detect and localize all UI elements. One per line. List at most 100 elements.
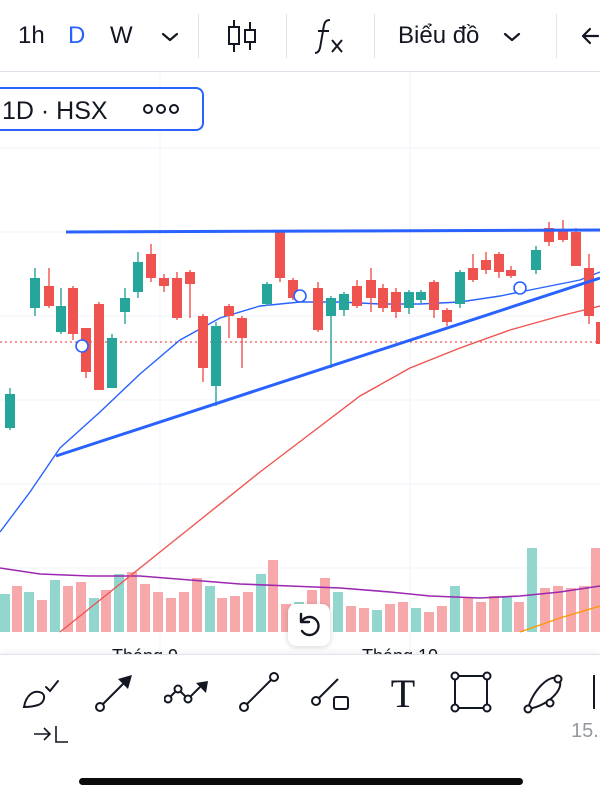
candle-body xyxy=(146,254,156,278)
volume-bar xyxy=(281,604,291,632)
volume-bar xyxy=(256,574,266,632)
arrow-tool[interactable] xyxy=(92,669,138,715)
candle-body xyxy=(133,262,143,292)
candle-body xyxy=(30,278,40,308)
candle-body xyxy=(120,298,130,312)
interval-w[interactable]: W xyxy=(110,22,133,49)
volume-bar xyxy=(50,580,60,632)
candle-body xyxy=(56,306,66,332)
ray-tool[interactable] xyxy=(308,669,354,715)
candles-icon[interactable] xyxy=(224,14,260,54)
candle-body xyxy=(416,292,426,300)
volume-bar xyxy=(192,578,202,632)
home-indicator xyxy=(79,778,523,785)
volume-bar xyxy=(463,598,473,632)
exit-arrow-icon[interactable] xyxy=(32,724,72,751)
volume-bar xyxy=(217,598,227,632)
bottom-area: 15.2 xyxy=(0,720,600,800)
reset-chart-button[interactable] xyxy=(288,604,330,646)
path-tool[interactable] xyxy=(163,669,210,715)
volume-bar xyxy=(540,588,550,632)
volume-bar xyxy=(502,596,512,632)
volume-bar xyxy=(114,574,124,632)
volume-bar xyxy=(566,588,576,632)
top-toolbar: 1h D W Biểu đồ xyxy=(0,0,600,72)
volume-bar xyxy=(489,596,499,632)
candle-body xyxy=(262,284,272,304)
volume-bar xyxy=(333,592,343,632)
volume-bar xyxy=(243,592,253,632)
rectangle-tool[interactable] xyxy=(448,669,494,715)
layout-button[interactable]: Biểu đồ xyxy=(398,16,479,56)
candle-body xyxy=(352,286,362,306)
volume-bar xyxy=(450,586,460,632)
volume-bar xyxy=(527,548,537,632)
trendline-marker xyxy=(513,281,527,295)
candle-body xyxy=(494,254,504,272)
volume-ma-line-2 xyxy=(519,605,600,633)
interval-1h[interactable]: 1h xyxy=(18,22,45,49)
arrow-icon xyxy=(95,675,132,712)
candle-body xyxy=(275,232,285,278)
volume-bar xyxy=(514,602,524,632)
volume-bar xyxy=(346,606,356,632)
trendline-marker xyxy=(293,289,307,303)
candle-body xyxy=(531,250,541,270)
interval-d[interactable]: D xyxy=(68,22,86,49)
candle-body xyxy=(107,338,117,388)
candle-body xyxy=(198,316,208,368)
volume-bar xyxy=(63,586,73,632)
rectangle-icon xyxy=(450,671,492,713)
trendline-marker xyxy=(75,339,89,353)
more-dots-icon[interactable] xyxy=(142,99,180,119)
candle-body xyxy=(391,292,401,312)
toolbar-border xyxy=(0,71,600,72)
candle-body xyxy=(544,228,554,242)
price-chart[interactable] xyxy=(0,72,600,656)
volume-bar xyxy=(230,596,240,632)
volume-bar xyxy=(166,598,176,632)
volume-bar xyxy=(268,560,278,632)
volume-bar xyxy=(553,586,563,632)
bottom-value: 15.2 xyxy=(571,720,600,742)
toolbar-divider xyxy=(286,14,287,58)
volume-bar xyxy=(37,600,47,632)
volume-bar xyxy=(12,586,22,632)
symbol-label[interactable]: 1D · HSX xyxy=(0,87,204,131)
candle-body xyxy=(429,282,439,310)
candle-body xyxy=(442,310,452,322)
candle-body xyxy=(558,230,568,240)
arc-icon xyxy=(523,674,563,714)
chart-canvas[interactable] xyxy=(0,72,600,656)
arc-tool[interactable] xyxy=(522,669,568,715)
candle-body xyxy=(326,298,336,316)
volume-bar xyxy=(127,572,137,632)
candle-body xyxy=(571,232,581,266)
text-tool[interactable]: T xyxy=(380,669,426,716)
support-trendline xyxy=(55,276,600,458)
candle-body xyxy=(44,286,54,306)
candle-body xyxy=(584,268,594,316)
trendline-tool[interactable] xyxy=(236,669,282,715)
toolbar-divider xyxy=(556,14,557,58)
arrow-left-icon[interactable] xyxy=(580,18,600,58)
volume-bar xyxy=(372,610,382,632)
candle-body xyxy=(339,294,349,310)
candle-body xyxy=(185,272,195,284)
candle-body xyxy=(5,394,15,428)
interval-dropdown-chevron-icon[interactable] xyxy=(160,18,180,58)
candle-body xyxy=(172,278,182,318)
layout-chevron-down-icon[interactable] xyxy=(502,18,522,58)
volume-bar xyxy=(179,592,189,632)
volume-bar xyxy=(437,606,447,632)
drawing-tools-panel: T xyxy=(0,654,600,729)
volume-bar xyxy=(591,548,600,632)
more-tools-partial[interactable] xyxy=(588,669,600,715)
candle-body xyxy=(159,278,169,286)
fx-icon[interactable] xyxy=(312,16,346,56)
brush-tool[interactable] xyxy=(20,669,66,715)
layout-label: Biểu đồ xyxy=(398,22,480,49)
volume-bar xyxy=(153,592,163,632)
volume-bar xyxy=(140,584,150,632)
ma-fast-line xyxy=(0,271,600,533)
